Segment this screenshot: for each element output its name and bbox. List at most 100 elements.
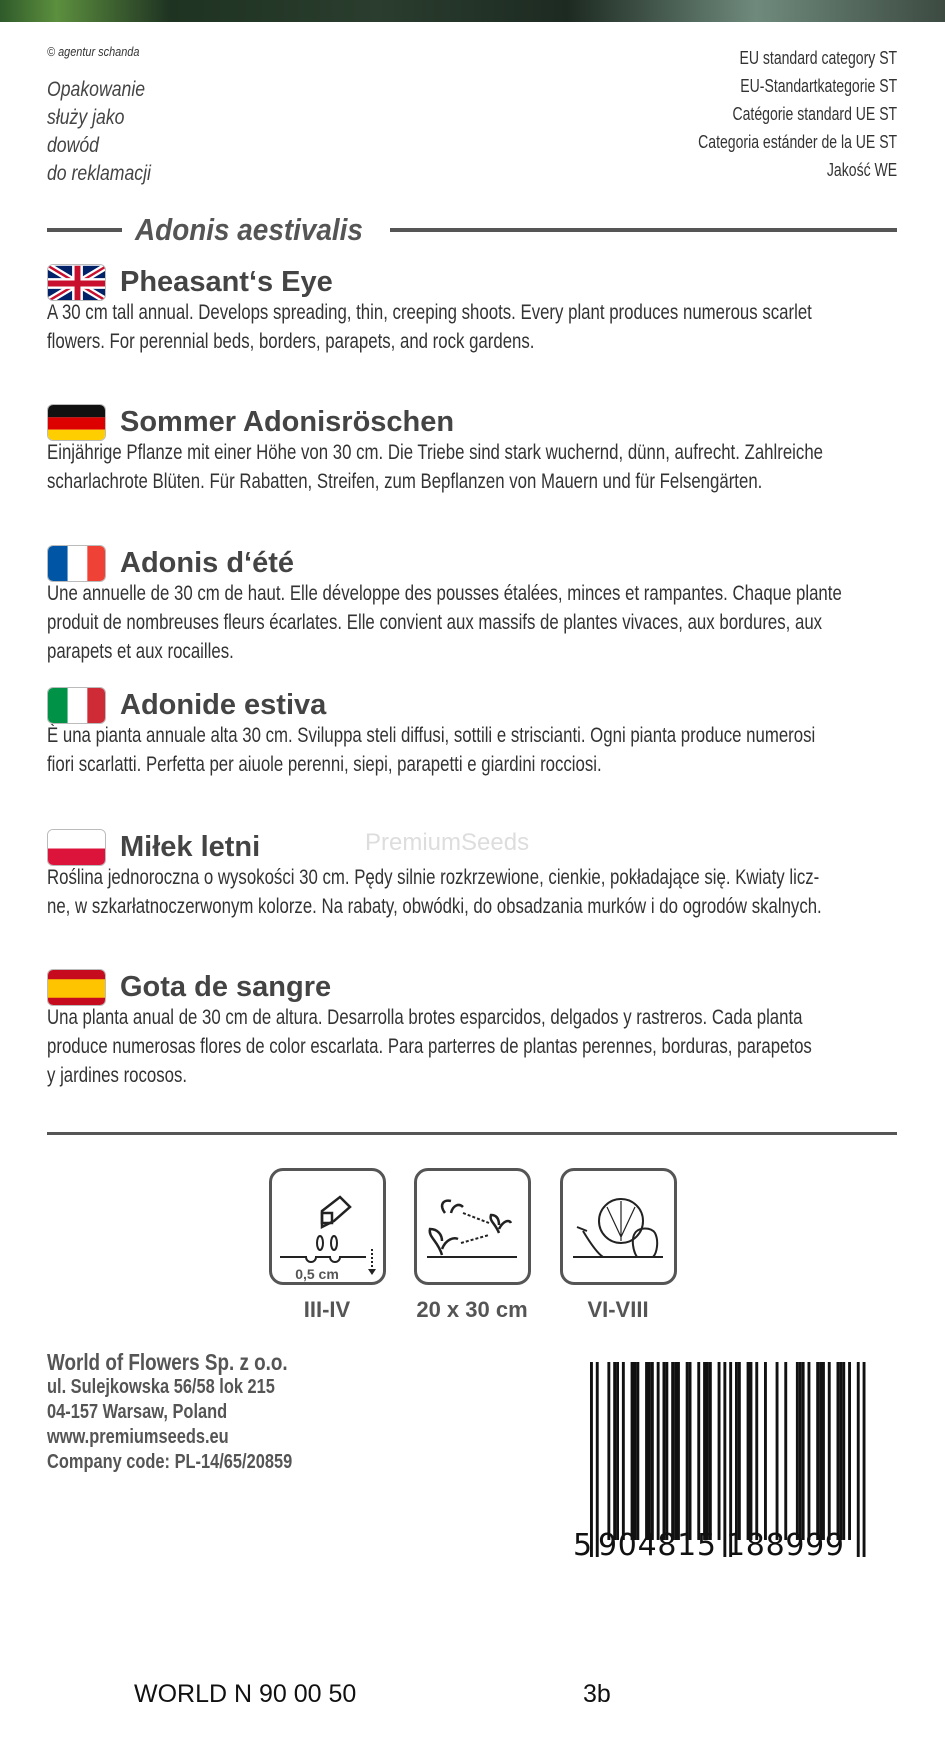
company-name: World of Flowers Sp. z o.o. <box>47 1349 288 1375</box>
italy-flag-icon <box>47 686 106 724</box>
barcode-bar <box>755 1362 759 1540</box>
rule <box>47 228 122 232</box>
description: Roślina jednoroczna o wysokości 30 cm. P… <box>47 863 897 921</box>
section-it: Adonide estiva È una pianta annuale alta … <box>47 685 897 779</box>
latin-name: Adonis aestivalis <box>135 212 363 247</box>
barcode-bar <box>842 1362 846 1540</box>
latin-name-bar: Adonis aestivalis <box>47 212 897 252</box>
description: È una pianta annuale alta 30 cm. Svilupp… <box>47 721 897 779</box>
barcode-bar <box>822 1362 825 1540</box>
barcode-bar <box>607 1362 611 1540</box>
section-en: Pheasant‘s Eye A 30 cm tall annual. Devel… <box>47 262 897 356</box>
barcode-bar <box>749 1362 753 1540</box>
section-header: Pheasant‘s Eye <box>47 262 897 302</box>
barcode-bar <box>816 1362 820 1540</box>
barcode-bar <box>656 1362 660 1540</box>
barcode-bar <box>665 1362 669 1540</box>
copyright: © agentur schanda <box>47 44 140 59</box>
barcode-bar <box>630 1362 634 1540</box>
barcode-bar <box>677 1362 680 1540</box>
category-line: Catégorie standard UE ST <box>732 104 897 124</box>
barcode-bar <box>819 1362 822 1540</box>
spacing-icon <box>414 1168 531 1285</box>
barcode-bar <box>795 1362 799 1540</box>
barcode-bar <box>737 1362 741 1540</box>
common-name: Adonis d‘été <box>120 546 295 579</box>
barcode-bar <box>674 1362 677 1540</box>
barcode-bar <box>746 1362 750 1540</box>
section-fr: Adonis d‘été Une annuelle de 30 cm de hau… <box>47 543 897 666</box>
barcode-bar <box>775 1362 779 1540</box>
barcode-bar <box>706 1362 709 1540</box>
barcode: 5 904815 188999 <box>573 1362 866 1563</box>
barcode-bar <box>616 1362 619 1540</box>
uk-flag-icon <box>47 263 106 301</box>
section-header: Adonide estiva <box>47 685 897 725</box>
section-header: Miłek letni <box>47 827 897 867</box>
barcode-bar <box>735 1362 738 1540</box>
company-city: 04-157 Warsaw, Poland <box>47 1401 228 1423</box>
barcode-bar <box>688 1362 692 1540</box>
category-line: Jakość WE <box>826 160 897 180</box>
barcode-bar <box>685 1362 689 1540</box>
category-line: EU-Standartkategorie ST <box>740 76 897 96</box>
description-line: Roślina jednoroczna o wysokości 30 cm. P… <box>47 866 820 889</box>
barcode-bar <box>645 1362 648 1540</box>
barcode-first-digit: 5 <box>573 1528 592 1563</box>
description-line: È una pianta annuale alta 30 cm. Svilupp… <box>47 724 816 747</box>
common-name: Adonide estiva <box>120 688 327 721</box>
company-website[interactable]: www.premiumseeds.eu <box>47 1426 229 1448</box>
barcode-bar <box>648 1362 651 1540</box>
barcode-bar <box>848 1362 851 1540</box>
section-header: Sommer Adonisröschen <box>47 402 897 442</box>
barcode-bar <box>697 1362 701 1540</box>
flowering-period: VI-VIII <box>587 1297 649 1322</box>
section-header: Gota de sangre <box>47 967 897 1007</box>
barcode-bar <box>717 1362 721 1540</box>
barcode-bar <box>827 1362 831 1540</box>
barcode-bar <box>613 1362 617 1540</box>
description: Una planta anual de 30 cm de altura. Des… <box>47 1003 897 1090</box>
harvest-icon <box>560 1168 677 1285</box>
france-flag-icon <box>47 544 106 582</box>
description-line: flowers. For perennial beds, borders, pa… <box>47 330 535 353</box>
description-line: parapets et aux rocailles. <box>47 640 234 663</box>
description-line: scharlachrote Blüten. Für Rabatten, Stre… <box>47 470 763 493</box>
company-street: ul. Sulejkowska 56/58 lok 215 <box>47 1376 275 1398</box>
claim-line: dowód <box>47 134 99 157</box>
barcode-bar <box>723 1362 727 1557</box>
description-line: Una planta anual de 30 cm de altura. Des… <box>47 1006 803 1029</box>
barcode-bar <box>621 1362 625 1540</box>
barcode-bar <box>636 1362 640 1540</box>
plant-spacing: 20 x 30 cm <box>416 1297 528 1322</box>
barcode-bar <box>798 1362 802 1540</box>
barcode-bar <box>703 1362 706 1540</box>
barcode-bar <box>839 1362 843 1540</box>
rule <box>390 228 897 232</box>
company-code: Company code: PL-14/65/20859 <box>47 1451 293 1473</box>
category-line: Categoria estánder de la UE ST <box>697 132 897 152</box>
barcode-right-digits: 188999 <box>726 1528 844 1563</box>
description-line: ne, w szkarłatnoczerwonym kolorze. Na ra… <box>47 895 822 918</box>
divider <box>47 1132 897 1135</box>
eu-category: EU standard category ST EU-Standartkateg… <box>642 44 897 184</box>
barcode-left-digits: 904815 <box>598 1528 716 1563</box>
poland-flag-icon <box>47 828 106 866</box>
barcode-bar <box>708 1362 712 1540</box>
barcode-bar <box>729 1362 733 1557</box>
description-line: produce numerosas flores de color escarl… <box>47 1035 812 1058</box>
barcode-bar <box>595 1362 599 1557</box>
common-name: Pheasant‘s Eye <box>120 265 333 298</box>
barcode-bar <box>784 1362 788 1540</box>
description: Une annuelle de 30 cm de haut. Elle déve… <box>47 579 897 666</box>
germany-flag-icon <box>47 403 106 441</box>
variant-code: 3b <box>583 1680 611 1708</box>
description-line: y jardines rocosos. <box>47 1064 188 1087</box>
description: Einjährige Pflanze mit einer Höhe von 30… <box>47 438 897 496</box>
spain-flag-icon <box>47 968 106 1006</box>
product-photo-strip <box>0 0 945 22</box>
description-line: fiori scarlatti. Perfetta per aiuole per… <box>47 753 602 776</box>
barcode-bar <box>590 1362 593 1557</box>
description-line: A 30 cm tall annual. Develops spreading,… <box>47 301 812 324</box>
category-line: EU standard category ST <box>739 48 897 68</box>
